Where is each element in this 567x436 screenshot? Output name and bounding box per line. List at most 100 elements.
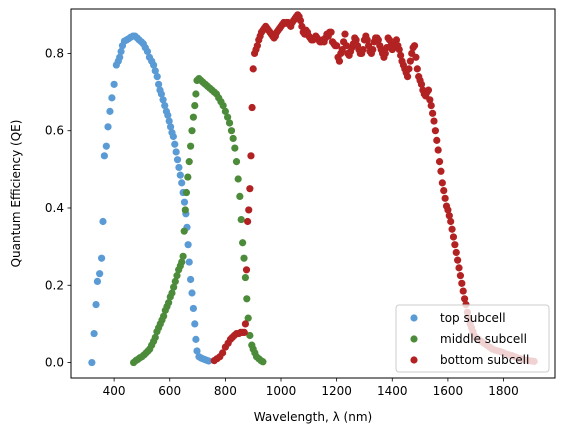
data-point (369, 45, 377, 54)
data-point (171, 140, 179, 148)
data-point (184, 241, 192, 249)
data-point (241, 273, 250, 282)
data-point (296, 16, 305, 25)
data-point (99, 217, 107, 226)
data-point (431, 127, 439, 135)
data-point (234, 175, 242, 183)
data-point (445, 212, 453, 220)
data-point (189, 304, 197, 313)
data-point (417, 80, 426, 88)
data-point (219, 349, 227, 357)
data-point (153, 73, 161, 81)
data-point (374, 36, 382, 44)
data-point (240, 328, 248, 337)
data-point (88, 358, 96, 367)
data-point (240, 254, 248, 262)
data-point (342, 42, 350, 50)
data-point (180, 227, 188, 235)
data-point (438, 179, 446, 187)
data-point (102, 142, 110, 150)
data-point (166, 123, 175, 131)
data-point (381, 49, 389, 58)
data-point (253, 42, 261, 50)
data-point (205, 357, 213, 365)
data-point (244, 217, 252, 226)
data-point (224, 113, 232, 121)
data-point (245, 206, 253, 214)
data-point (229, 134, 237, 143)
data-point (249, 65, 257, 73)
data-point (239, 239, 247, 247)
data-point (173, 156, 182, 164)
data-point (341, 30, 349, 38)
data-point (451, 241, 459, 249)
data-point (259, 358, 267, 366)
data-point (173, 272, 181, 280)
legend-marker-top-subcell (410, 314, 418, 322)
data-point (170, 283, 178, 291)
series-top-subcell (88, 32, 213, 367)
data-point (96, 270, 104, 278)
legend-label-bottom-subcell: bottom subcell (440, 353, 529, 367)
data-point (435, 158, 444, 166)
data-point (184, 173, 192, 181)
data-point (187, 142, 195, 150)
x-tick-label: 600 (158, 384, 181, 398)
data-point (333, 42, 341, 50)
data-point (359, 45, 367, 54)
data-point (189, 113, 197, 121)
data-point (459, 287, 467, 295)
data-point (106, 107, 114, 115)
data-point (98, 254, 106, 262)
data-point (159, 96, 167, 104)
data-point (248, 103, 256, 112)
data-point (155, 80, 163, 88)
data-point (192, 90, 200, 98)
x-axis-label: Wavelength, λ (nm) (254, 410, 372, 424)
data-point (403, 73, 412, 81)
data-point (392, 36, 401, 44)
data-point (458, 279, 466, 287)
y-axis-ticks: 0.0 0.2 0.4 0.6 0.8 (45, 46, 71, 370)
x-tick-label: 1600 (433, 384, 464, 398)
data-point (168, 289, 176, 297)
data-point (185, 258, 193, 266)
data-point (227, 127, 236, 135)
data-point (150, 61, 158, 69)
data-point (437, 167, 445, 175)
data-point (108, 94, 116, 102)
data-point (242, 266, 251, 274)
data-point (188, 127, 196, 135)
y-tick-label: 0.8 (45, 46, 64, 60)
data-point (178, 179, 186, 187)
data-point (151, 67, 159, 75)
data-point (429, 109, 437, 117)
y-tick-label: 0.2 (45, 278, 64, 292)
data-point (160, 312, 168, 320)
data-point (90, 329, 98, 338)
data-point (191, 320, 199, 328)
data-point (413, 65, 421, 73)
x-tick-label: 1000 (266, 384, 297, 398)
data-point (237, 215, 245, 224)
legend-marker-middle-subcell (410, 335, 418, 343)
legend-box (395, 304, 550, 373)
data-point (236, 192, 244, 200)
y-tick-label: 0.4 (45, 201, 64, 215)
data-point (395, 45, 403, 54)
data-point (164, 111, 172, 119)
data-point (427, 102, 435, 110)
data-point (225, 119, 234, 127)
data-point (176, 171, 184, 179)
data-point (100, 152, 108, 160)
plot-frame (70, 8, 556, 379)
data-point (335, 57, 344, 65)
data-point (193, 347, 201, 355)
x-tick-label: 1200 (321, 384, 352, 398)
data-point (327, 28, 335, 36)
data-point (244, 314, 252, 322)
data-point (441, 194, 449, 202)
data-point (93, 277, 102, 285)
data-point (104, 123, 112, 131)
